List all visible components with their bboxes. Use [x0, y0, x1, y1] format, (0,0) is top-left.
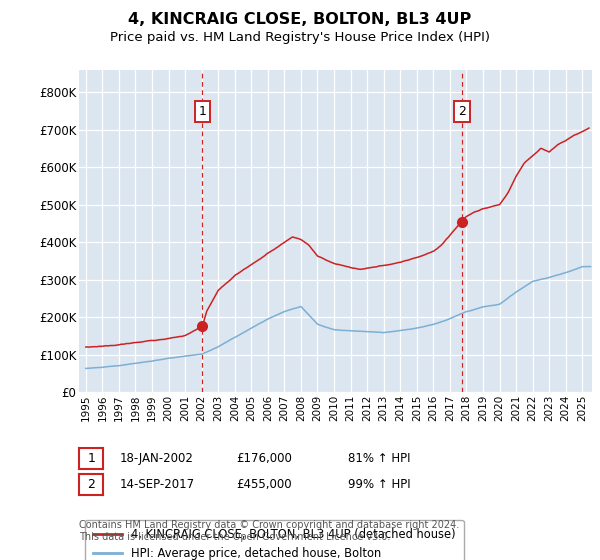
Text: £176,000: £176,000	[236, 451, 292, 465]
Text: 2: 2	[458, 105, 466, 118]
Text: 1: 1	[199, 105, 206, 118]
Text: 4, KINCRAIG CLOSE, BOLTON, BL3 4UP: 4, KINCRAIG CLOSE, BOLTON, BL3 4UP	[128, 12, 472, 27]
Legend: 4, KINCRAIG CLOSE, BOLTON, BL3 4UP (detached house), HPI: Average price, detache: 4, KINCRAIG CLOSE, BOLTON, BL3 4UP (deta…	[85, 520, 464, 560]
Text: This data is licensed under the Open Government Licence v3.0.: This data is licensed under the Open Gov…	[79, 532, 391, 542]
Text: £455,000: £455,000	[236, 478, 292, 491]
Text: 81% ↑ HPI: 81% ↑ HPI	[348, 451, 410, 465]
Text: 2: 2	[87, 478, 95, 491]
Text: Contains HM Land Registry data © Crown copyright and database right 2024.: Contains HM Land Registry data © Crown c…	[79, 520, 460, 530]
Text: 14-SEP-2017: 14-SEP-2017	[120, 478, 195, 491]
Text: 1: 1	[87, 452, 95, 465]
Text: Price paid vs. HM Land Registry's House Price Index (HPI): Price paid vs. HM Land Registry's House …	[110, 31, 490, 44]
Text: 99% ↑ HPI: 99% ↑ HPI	[348, 478, 410, 491]
Text: 18-JAN-2002: 18-JAN-2002	[120, 451, 194, 465]
